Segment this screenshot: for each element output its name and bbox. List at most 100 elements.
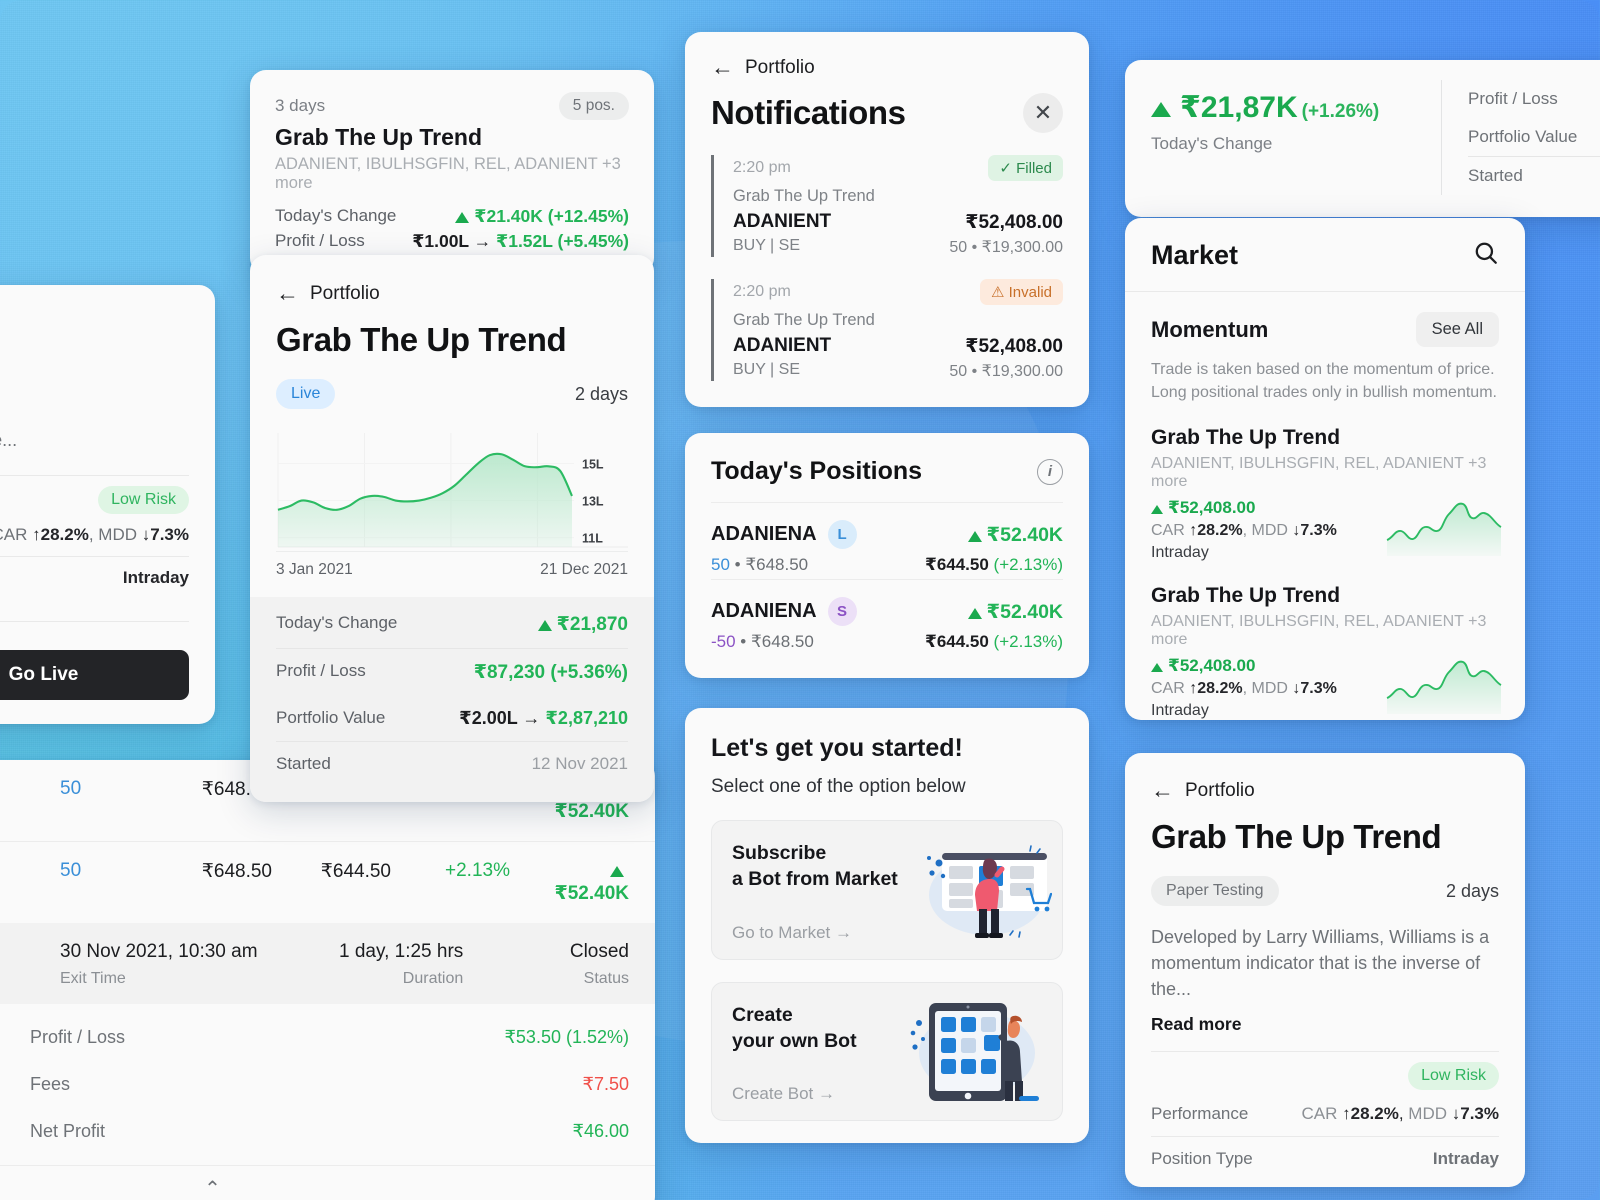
notification-bot-name: Grab The Up Trend: [733, 187, 875, 205]
chevron-up-icon[interactable]: ⌃: [0, 1165, 655, 1200]
position-type-value: Intraday: [1432, 1149, 1499, 1169]
cell-qty: 50: [60, 860, 82, 881]
car-label: CAR: [0, 525, 28, 545]
breadcrumb: Portfolio: [310, 282, 380, 304]
position-row[interactable]: ADANIENA L ₹52.40K 50 • ₹648.50 ₹644.50 (+2.…: [711, 502, 1063, 579]
status-row: Live 2 days: [276, 379, 628, 409]
notification-item[interactable]: 2:20 pm ✓ Filled Grab The Up Trend ADANIENT…: [711, 155, 1063, 257]
todays-change-label: Today's Change: [275, 206, 397, 225]
meta-value: 30 Nov 2021, 10:30 am: [60, 941, 258, 962]
arrow-left-icon: ←: [711, 54, 734, 80]
portfolio-overview-strip: ₹21,87K (+1.26%) Today's Change Profit /…: [1125, 60, 1600, 217]
back-to-portfolio[interactable]: ← Portfolio: [276, 282, 628, 305]
back-to-portfolio[interactable]: ← Portfolio: [711, 56, 1063, 79]
chart-svg: 15L 13L 11L: [277, 433, 628, 548]
notification-item[interactable]: 2:20 pm ⚠ Invalid Grab The Up Trend ADANIEN…: [711, 279, 1063, 381]
notification-time: 2:20 pm: [733, 283, 791, 300]
position-type-label: Position Type: [1151, 1149, 1253, 1169]
overview-label: Started: [1468, 156, 1600, 195]
duration-label: 3 days: [275, 96, 326, 115]
strategy-description: illiams, Williams is a hat is the invers…: [0, 430, 18, 451]
notification-side: BUY | SE: [733, 361, 800, 378]
market-item-value: ₹52,408.00: [1151, 498, 1499, 518]
strategy-detail-partial-card: Trend illiams, Williams is a hat is the …: [0, 285, 215, 725]
summary-value: ₹46.00: [572, 1121, 630, 1141]
notification-top: 2:20 pm ✓ Filled: [733, 155, 1063, 181]
position-row[interactable]: ADANIENA S ₹52.40K -50 • ₹648.50 ₹644.50 (+2…: [711, 579, 1063, 656]
section-title: Momentum: [1151, 316, 1269, 342]
positions-list: ADANIENA L ₹52.40K 50 • ₹648.50 ₹644.50 (+2.…: [711, 502, 1063, 656]
search-icon[interactable]: [1473, 240, 1499, 271]
cell-pct: +2.13%: [445, 860, 510, 881]
portfolio-detail-card: ← Portfolio Grab The Up Trend Live 2 day…: [250, 255, 654, 802]
close-icon[interactable]: ✕: [1023, 93, 1063, 133]
performance-row: Performance CAR ↑28.2%, MDD ↓7.3%: [1151, 1104, 1499, 1124]
action-bar: Go Live: [0, 650, 189, 701]
position-qty-entry: -50 • ₹648.50: [711, 632, 814, 651]
cell-pnl: ₹52.40K: [536, 860, 655, 905]
option-card[interactable]: Create your own Bot Create Bot →: [711, 981, 1063, 1122]
portfolio-value-chart: 15L 13L 11L: [276, 431, 628, 551]
status-badge-risk: Low Risk: [1408, 1062, 1499, 1091]
stat-label: Portfolio Value: [276, 708, 386, 727]
position-ltp: ₹644.50 (+2.13%): [924, 632, 1063, 651]
status-badge: ⚠ Invalid: [980, 279, 1063, 305]
position-type-row: Intraday: [0, 556, 189, 599]
stat-label: Profit / Loss: [276, 661, 366, 680]
momentum-header: Momentum See All: [1151, 312, 1499, 347]
notification-list: 2:20 pm ✓ Filled Grab The Up Trend ADANIENT…: [711, 155, 1063, 381]
meta-label: Exit Time: [60, 970, 126, 987]
meta-label: Status: [583, 970, 630, 987]
back-to-portfolio[interactable]: ← Portfolio: [1151, 779, 1499, 802]
page-title: Grab The Up Trend: [276, 321, 567, 358]
performance-row: CAR ↑28.2%, MDD ↓7.3%: [0, 514, 189, 556]
subtitle: Select one of the option below: [711, 776, 966, 797]
market-item[interactable]: Grab The Up Trend ADANIENT, IBULHSGFIN, R…: [1125, 562, 1525, 720]
market-card: Market Momentum See All Trade is taken b…: [1125, 218, 1525, 721]
option-action-link[interactable]: Create Bot →: [732, 1084, 835, 1104]
notification-symbol: ADANIENT: [733, 335, 832, 356]
position-type-row: Position Type Intraday: [1151, 1136, 1499, 1181]
section-description: Trade is taken based on the momentum of …: [1151, 361, 1497, 402]
meta-cell: 30 Nov 2021, 10:30 am Exit Time: [0, 941, 324, 988]
profit-loss-label: Profit / Loss: [275, 231, 365, 250]
meta-value: Closed: [569, 941, 630, 962]
overview-label: Portfolio Value: [1468, 127, 1578, 146]
position-pnl: ₹52.40K: [967, 523, 1063, 547]
overview-label: Profit / Loss: [1468, 89, 1558, 108]
page-title: Notifications: [711, 94, 906, 131]
option-action-link[interactable]: Go to Market →: [732, 922, 852, 942]
notification-time: 2:20 pm: [733, 159, 791, 176]
strategy-description: Developed by Larry Williams, Williams is…: [1151, 927, 1490, 1000]
go-live-button[interactable]: Go Live: [0, 650, 189, 701]
market-item[interactable]: Grab The Up Trend ADANIENT, IBULHSGFIN, R…: [1125, 404, 1525, 562]
trade-history-card: 50₹648.50₹644.50+2.13%₹52.40K50₹648.50₹6…: [0, 760, 655, 1200]
summary-value: ₹7.50: [582, 1074, 630, 1094]
status-badge: ✓ Filled: [988, 155, 1063, 181]
positions-header: Today's Positions i: [711, 457, 1063, 486]
market-item-name: Grab The Up Trend: [1151, 584, 1341, 608]
read-more-link[interactable]: Read more: [1151, 1014, 1242, 1035]
mdd-label: MDD: [98, 525, 138, 545]
bot-summary-card[interactable]: 3 days 5 pos. Grab The Up Trend ADANIENT…: [250, 70, 654, 274]
summary-top-row: 3 days 5 pos.: [275, 92, 629, 120]
position-ltp: ₹644.50 (+2.13%): [924, 555, 1063, 574]
todays-change-label: Today's Change: [1151, 134, 1273, 153]
see-all-button[interactable]: See All: [1415, 312, 1499, 347]
status-badge-paper-testing: Paper Testing: [1151, 876, 1279, 906]
option-card[interactable]: Subscribe a Bot from Market Go to Market →: [711, 820, 1063, 960]
position-type-value: Intraday: [122, 568, 189, 588]
option-title: Create your own Bot: [732, 1003, 857, 1052]
breadcrumb: Portfolio: [1185, 779, 1255, 801]
cell-exit: ₹644.50: [320, 861, 391, 882]
meta-cell: 1 day, 1:25 hrs Duration: [324, 941, 490, 988]
summary-value: ₹53.50 (1.52%): [504, 1027, 629, 1047]
meta-cell: Closed Status: [489, 941, 655, 988]
stat-label: Started: [276, 754, 331, 773]
mdd-label: MDD: [1408, 1104, 1448, 1124]
info-icon[interactable]: i: [1037, 458, 1063, 485]
meta-label: Duration: [402, 970, 464, 987]
stat-value: ₹21,870: [537, 613, 628, 636]
triangle-up-icon: [1151, 102, 1171, 117]
market-item-name: Grab The Up Trend: [1151, 426, 1341, 450]
